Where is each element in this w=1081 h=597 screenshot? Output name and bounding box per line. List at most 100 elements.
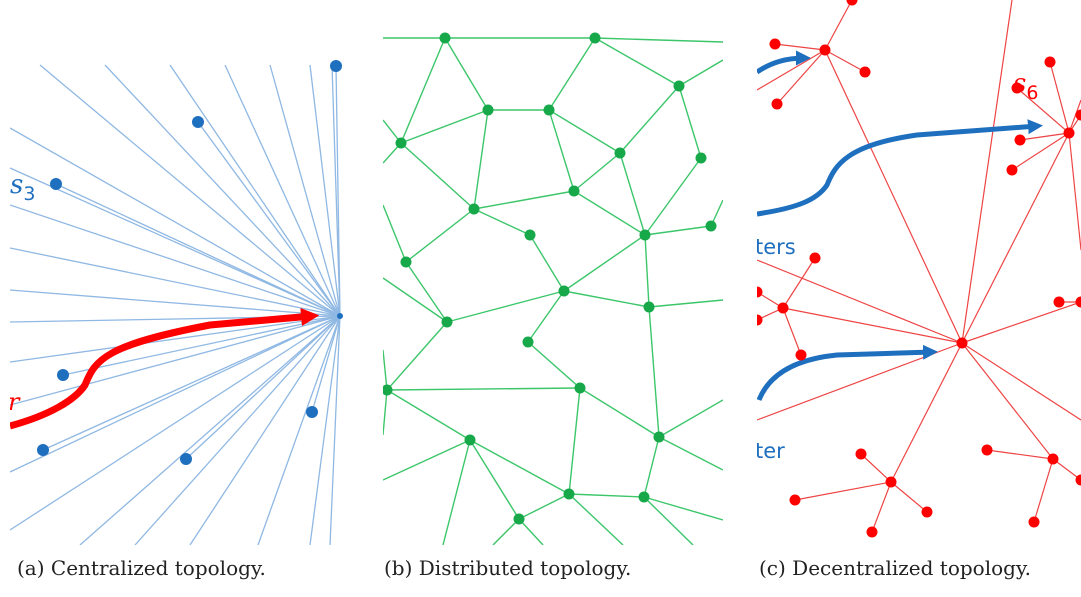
distributed-edge <box>383 349 388 391</box>
distributed-edge <box>469 439 520 520</box>
decentralized-leaf-node <box>866 526 878 538</box>
decentralized-nodes <box>757 0 1081 538</box>
decentralized-edge <box>1068 99 1081 134</box>
decentralized-leaf-node <box>859 66 871 78</box>
distributed-edge <box>548 109 621 154</box>
centralized-edge <box>10 247 341 317</box>
distributed-edge <box>400 37 446 144</box>
distributed-edge <box>643 496 723 521</box>
decentralized-edge <box>961 0 1013 344</box>
centralized-edge <box>309 315 341 545</box>
decentralized-leaf-node <box>789 494 801 506</box>
distributed-node <box>522 336 534 348</box>
distributed-edge <box>579 387 660 438</box>
distributed-nodes <box>383 32 717 525</box>
centralized-edge <box>39 64 341 317</box>
centralized-edge <box>269 64 341 317</box>
distributed-node <box>643 301 655 313</box>
distributed-edge <box>658 399 723 438</box>
distributed-node <box>614 147 626 159</box>
distributed-edge <box>548 109 575 192</box>
decentralized-edge <box>757 49 826 91</box>
decentralized-edge <box>986 449 1054 460</box>
decentralized-edge <box>782 307 802 356</box>
distributed-node <box>568 185 580 197</box>
distributed-node <box>468 203 480 215</box>
distributed-node <box>589 32 601 44</box>
decentralized-edge <box>890 342 963 483</box>
distributed-edge <box>548 37 596 111</box>
distributed-edge <box>518 518 544 545</box>
centralized-edge <box>311 315 341 413</box>
centralized-node <box>50 178 62 190</box>
decentralized-leaf-node <box>1053 296 1065 308</box>
decentralized-arrow-middle <box>757 119 1043 217</box>
decentralized-edge <box>1052 458 1081 481</box>
decentralized-hub-node <box>956 337 968 349</box>
centralized-node <box>180 453 192 465</box>
decentralized-leaf-node <box>809 252 821 264</box>
decentralized-leaf-node <box>846 0 858 6</box>
decentralized-leaf-node <box>1075 474 1081 486</box>
decentralized-edge <box>890 481 928 513</box>
caption-centralized: (a) Centralized topology. <box>17 556 266 580</box>
distributed-edge <box>643 496 694 545</box>
centralized-edge <box>62 315 341 376</box>
distributed-topology-panel <box>383 0 723 545</box>
distributed-edge <box>400 109 489 144</box>
decentralized-edge <box>961 342 1054 460</box>
distributed-node <box>543 104 555 116</box>
distributed-edge <box>619 152 646 236</box>
distributed-edge <box>383 204 407 263</box>
decentralized-edge <box>1016 87 1070 134</box>
distributed-node <box>705 220 717 232</box>
distributed-edge <box>648 306 660 438</box>
decentralized-edge <box>774 43 826 51</box>
decentralized-arrow-lower <box>757 344 938 401</box>
decentralized-leaf-node <box>795 349 807 361</box>
decentralized-edge <box>1033 458 1054 523</box>
distributed-edge <box>658 436 723 471</box>
decentralized-arrows <box>757 50 1043 401</box>
decentralized-hub-node <box>777 302 789 314</box>
distributed-edge <box>568 493 645 498</box>
distributed-edge <box>568 387 581 495</box>
decentralized-edge <box>1049 61 1070 134</box>
distributed-node <box>482 104 494 116</box>
decentralized-topology-diagram: s6 ters ter <box>757 0 1081 538</box>
distributed-edge <box>643 436 660 498</box>
centralized-edge <box>329 315 341 545</box>
decentralized-hub-node <box>1047 453 1059 465</box>
distributed-node <box>673 80 685 92</box>
distributed-node <box>695 152 707 164</box>
centralized-arrow <box>10 307 320 430</box>
decentralized-fragment-label-1: ters <box>757 235 796 259</box>
distributed-edge <box>473 190 575 210</box>
centralized-edge <box>257 315 341 545</box>
distributed-topology-diagram <box>383 32 723 545</box>
centralized-edge <box>189 315 341 545</box>
distributed-edge <box>678 85 702 159</box>
distributed-node <box>441 316 453 328</box>
centralized-edge <box>224 64 341 317</box>
decentralized-leaf-node <box>769 38 781 50</box>
decentralized-edge <box>824 49 866 73</box>
centralized-node-label: s3 <box>10 170 35 205</box>
decentralized-edge <box>961 342 1081 421</box>
centralized-node <box>57 369 69 381</box>
distributed-edge <box>383 389 388 436</box>
distributed-edge <box>386 321 448 391</box>
distributed-node <box>558 285 570 297</box>
decentralized-leaf-node <box>981 444 993 456</box>
decentralized-arrow-top <box>757 50 811 75</box>
decentralized-hub-node <box>1075 296 1081 308</box>
centralized-edge <box>79 315 341 545</box>
distributed-node <box>639 229 651 241</box>
distributed-edge <box>446 290 565 323</box>
distributed-edge <box>469 439 570 495</box>
centralized-edge <box>10 315 341 531</box>
distributed-edge <box>444 37 489 111</box>
decentralized-edge <box>782 307 963 344</box>
decentralized-edge <box>757 259 963 344</box>
distributed-node <box>574 382 586 394</box>
